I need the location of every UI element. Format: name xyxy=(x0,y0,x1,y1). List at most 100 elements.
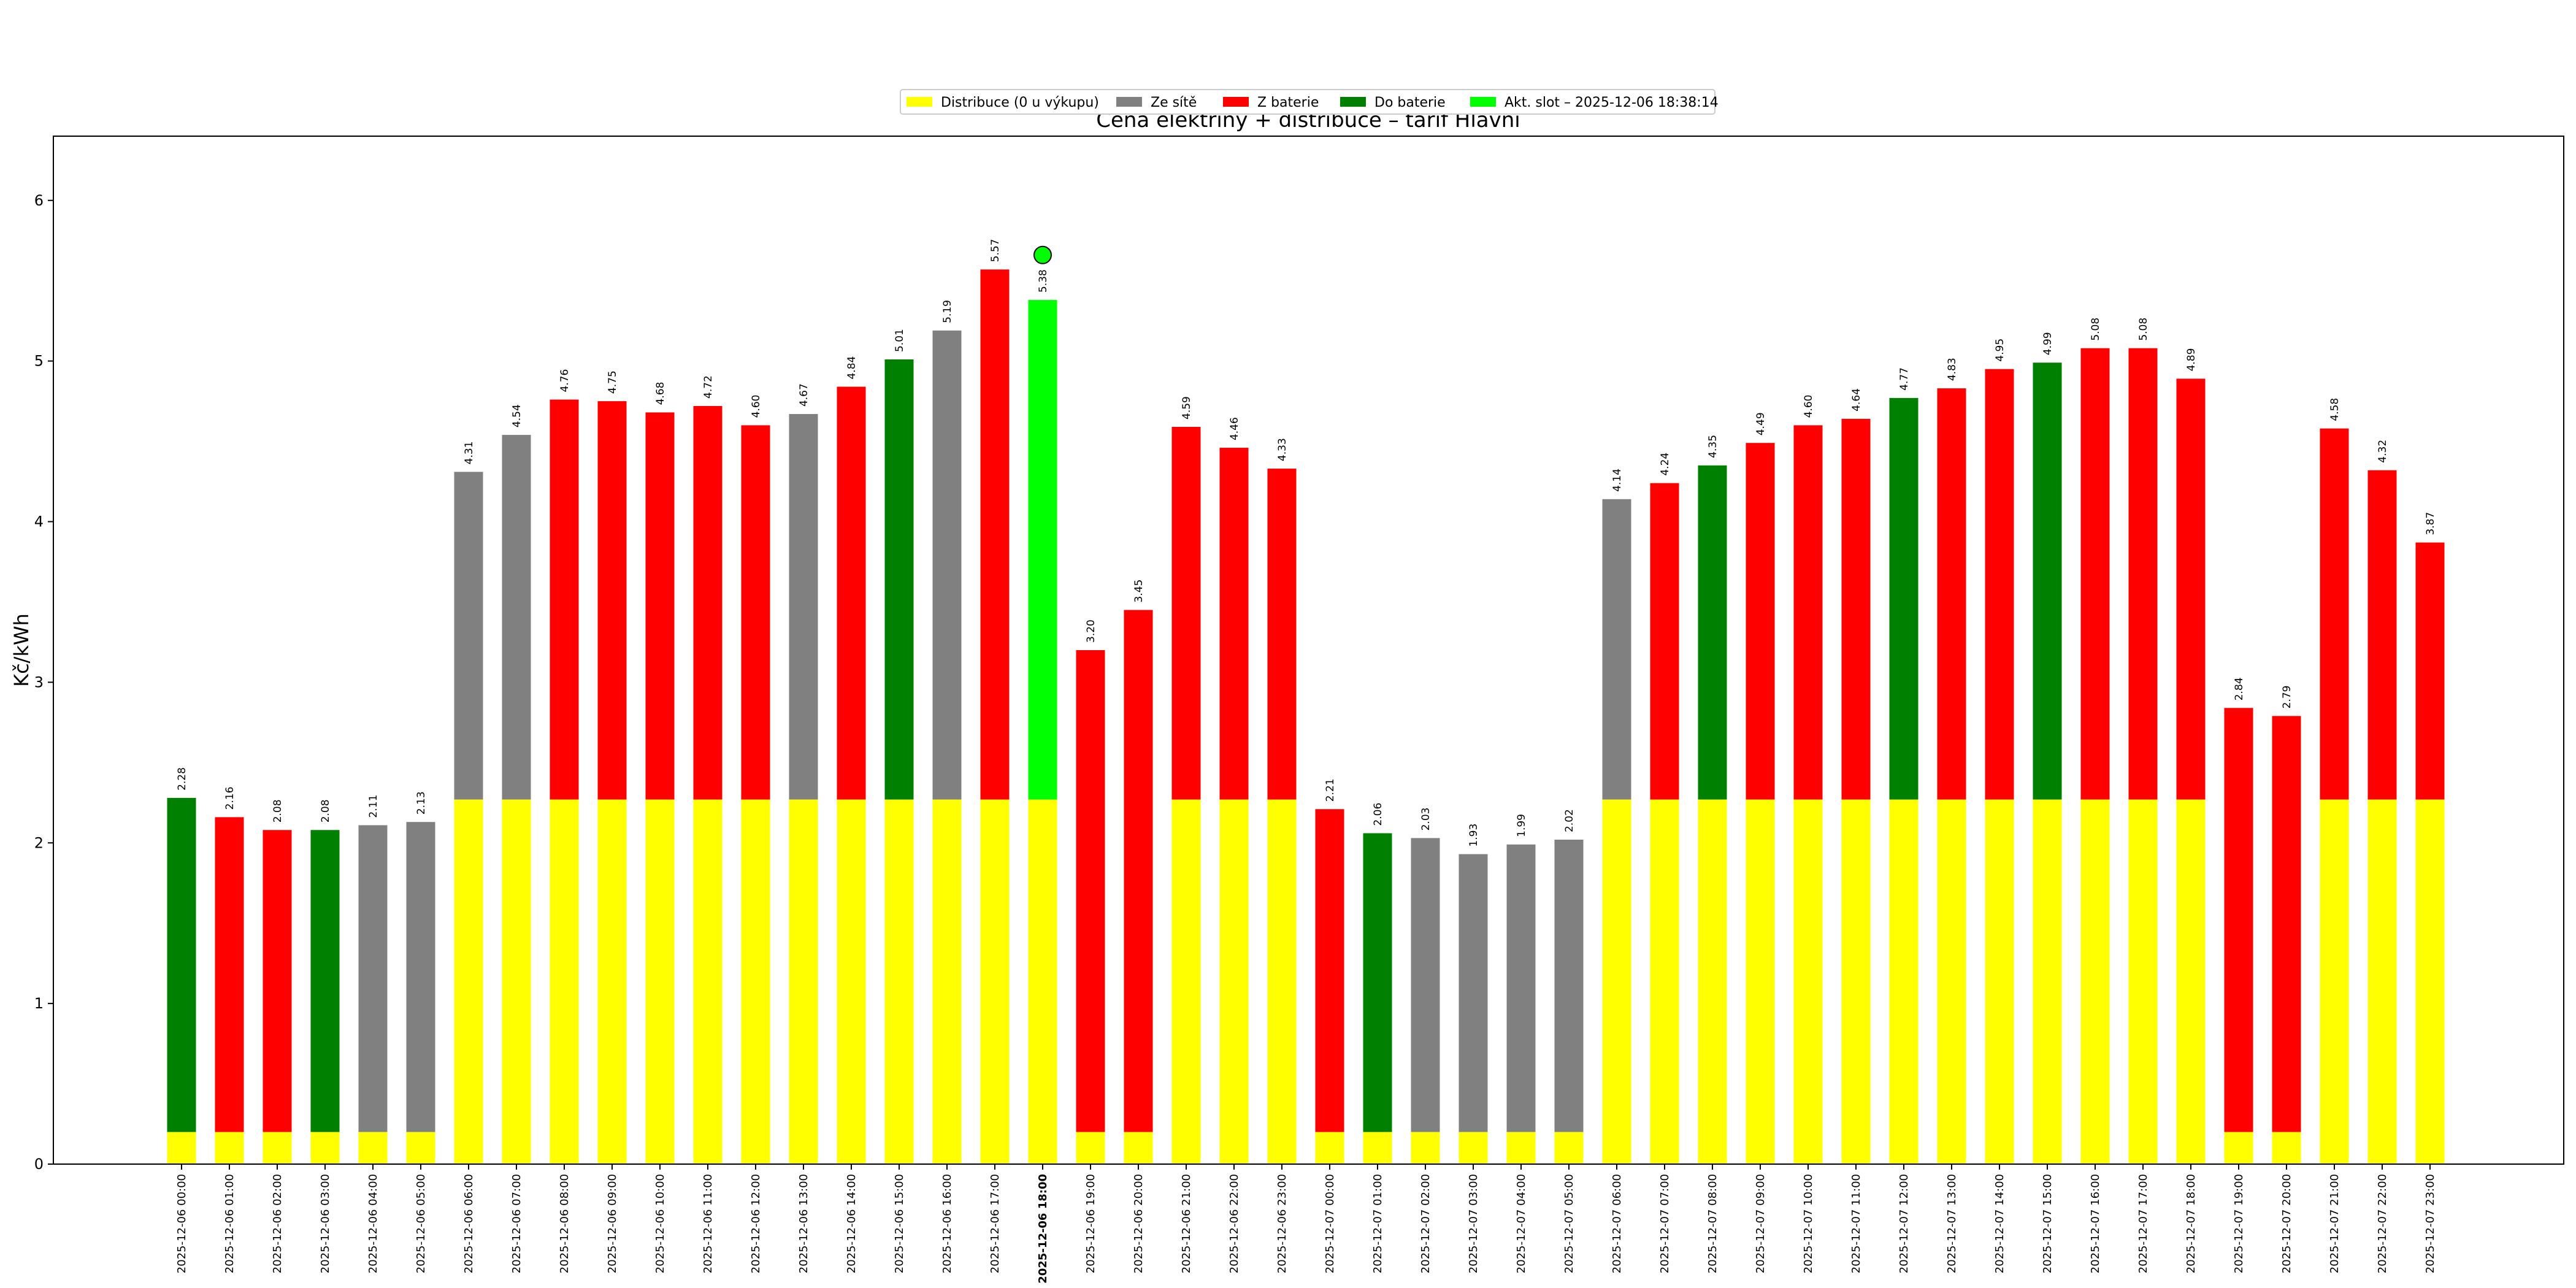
bar-price-grid xyxy=(454,472,483,800)
bar-price-battery-out xyxy=(1793,425,1823,800)
bar-distribution xyxy=(884,799,914,1164)
bar-distribution xyxy=(1411,1132,1440,1164)
x-tick-label: 2025-12-06 00:00 xyxy=(175,1174,188,1273)
bar-price-battery-out xyxy=(1315,809,1344,1132)
bar-distribution xyxy=(454,799,483,1164)
x-tick-label: 2025-12-07 18:00 xyxy=(2185,1174,2198,1273)
bar-distribution xyxy=(980,799,1010,1164)
value-label: 4.58 xyxy=(2329,398,2341,421)
bar-distribution xyxy=(1506,1132,1536,1164)
bar-distribution xyxy=(550,799,579,1164)
bar-distribution xyxy=(406,1132,435,1164)
value-label: 5.08 xyxy=(2137,318,2150,341)
bar-distribution xyxy=(1937,799,1966,1164)
bar-distribution xyxy=(1028,799,1057,1164)
bar-price-battery-out xyxy=(1076,650,1105,1132)
bar-price-battery-out xyxy=(215,817,244,1132)
x-tick-label: 2025-12-06 04:00 xyxy=(367,1174,380,1273)
x-tick-label: 2025-12-07 11:00 xyxy=(1850,1174,1863,1273)
legend-swatch xyxy=(1470,97,1496,107)
value-label: 4.33 xyxy=(1276,438,1289,461)
value-label: 4.54 xyxy=(511,404,523,427)
bar-distribution xyxy=(741,799,770,1164)
bar-price-battery-out xyxy=(1937,388,1966,800)
bar-distribution xyxy=(1889,799,1919,1164)
x-tick-label: 2025-12-06 07:00 xyxy=(510,1174,523,1273)
y-axis: 0 1 2 3 4 5 6 xyxy=(34,192,53,1173)
bar-distribution xyxy=(1746,799,1775,1164)
bar-price-battery-in xyxy=(310,830,340,1132)
bar-distribution xyxy=(1267,799,1297,1164)
bar-distribution xyxy=(1985,799,2014,1164)
bar-distribution xyxy=(1124,1132,1153,1164)
x-tick-label: 2025-12-07 07:00 xyxy=(1658,1174,1671,1273)
bar-price-grid xyxy=(406,822,435,1132)
x-tick-label: 2025-12-06 03:00 xyxy=(319,1174,332,1273)
bar-price-battery-out xyxy=(2128,348,2158,800)
value-label: 2.84 xyxy=(2233,677,2245,700)
bar-price-battery-in xyxy=(1889,397,1919,800)
value-label: 4.59 xyxy=(1181,396,1193,420)
x-tick-label: 2025-12-07 00:00 xyxy=(1324,1174,1336,1273)
legend-label: Distribuce (0 u výkupu) xyxy=(941,95,1099,110)
x-tick-label: 2025-12-06 10:00 xyxy=(654,1174,667,1273)
bar-price-grid xyxy=(1602,499,1631,800)
x-tick-label: 2025-12-07 19:00 xyxy=(2233,1174,2245,1273)
bar-price-battery-out xyxy=(2176,378,2206,800)
bar-price-battery-in xyxy=(2033,362,2062,800)
x-tick-label: 2025-12-06 21:00 xyxy=(1180,1174,1193,1273)
value-label: 3.45 xyxy=(1133,580,1145,603)
x-tick-label: 2025-12-07 06:00 xyxy=(1611,1174,1623,1273)
bar-price-battery-out xyxy=(645,412,675,800)
bar-distribution xyxy=(597,799,627,1164)
value-label: 4.49 xyxy=(1755,412,1767,435)
bar-price-battery-out xyxy=(1841,418,1871,800)
x-tick-label: 2025-12-06 02:00 xyxy=(271,1174,284,1273)
x-axis: 2025-12-06 00:00 2025-12-06 01:00 2025-12-… xyxy=(175,1164,2437,1284)
x-tick-label: 2025-12-07 01:00 xyxy=(1371,1174,1384,1273)
value-label: 2.79 xyxy=(2281,686,2293,709)
x-tick-label: 2025-12-06 13:00 xyxy=(797,1174,810,1273)
bar-distribution xyxy=(2272,1132,2301,1164)
bar-price-battery-out xyxy=(1124,610,1153,1132)
y-tick-label: 6 xyxy=(34,192,44,209)
x-tick-label: 2025-12-07 04:00 xyxy=(1515,1174,1528,1273)
x-tick-label: 2025-12-06 08:00 xyxy=(558,1174,571,1273)
bar-price-grid xyxy=(1459,854,1488,1132)
y-tick-label: 4 xyxy=(34,513,44,531)
bar-distribution xyxy=(2224,1132,2253,1164)
legend: Distribuce (0 u výkupu) Ze sítě Z baterie D… xyxy=(900,89,1719,115)
value-label: 4.64 xyxy=(1850,388,1863,412)
bar-distribution xyxy=(1459,1132,1488,1164)
bar-distribution xyxy=(1698,799,1727,1164)
bar-price-battery-in xyxy=(167,797,196,1132)
y-tick-label: 0 xyxy=(34,1156,44,1173)
value-label: 3.87 xyxy=(2425,512,2437,535)
value-label: 2.08 xyxy=(272,799,284,822)
bars-layer xyxy=(167,245,2445,1164)
x-tick-label: 2025-12-06 09:00 xyxy=(606,1174,619,1273)
y-tick-label: 5 xyxy=(34,353,44,370)
x-tick-label: 2025-12-07 20:00 xyxy=(2280,1174,2293,1273)
bar-price-battery-in xyxy=(1698,465,1727,800)
bar-distribution xyxy=(310,1132,340,1164)
x-tick-label: 2025-12-07 10:00 xyxy=(1802,1174,1815,1273)
bar-price-battery-out xyxy=(2320,428,2349,800)
x-tick-label: 2025-12-07 05:00 xyxy=(1563,1174,1576,1273)
x-tick-label: 2025-12-07 14:00 xyxy=(1993,1174,2006,1273)
value-labels-layer: 2.28 2.16 2.08 2.08 2.11 2.13 4.31 4.54 4.76 4.75… xyxy=(176,239,2437,846)
y-tick-label: 2 xyxy=(34,834,44,851)
bar-price-battery-out xyxy=(980,269,1010,800)
legend-label: Do baterie xyxy=(1374,95,1446,110)
value-label: 5.08 xyxy=(2090,318,2102,341)
x-tick-label: 2025-12-06 17:00 xyxy=(989,1174,1002,1273)
x-tick-label: 2025-12-06 20:00 xyxy=(1132,1174,1145,1273)
value-label: 2.02 xyxy=(1563,809,1576,832)
x-tick-label: 2025-12-07 22:00 xyxy=(2376,1174,2389,1273)
bar-price-battery-out xyxy=(263,830,292,1132)
bar-price-battery-in xyxy=(884,359,914,800)
legend-box xyxy=(900,89,1715,115)
current-slot-marker xyxy=(1033,245,1052,264)
bar-price-battery-out xyxy=(2080,348,2110,800)
value-label: 4.32 xyxy=(2377,440,2389,463)
